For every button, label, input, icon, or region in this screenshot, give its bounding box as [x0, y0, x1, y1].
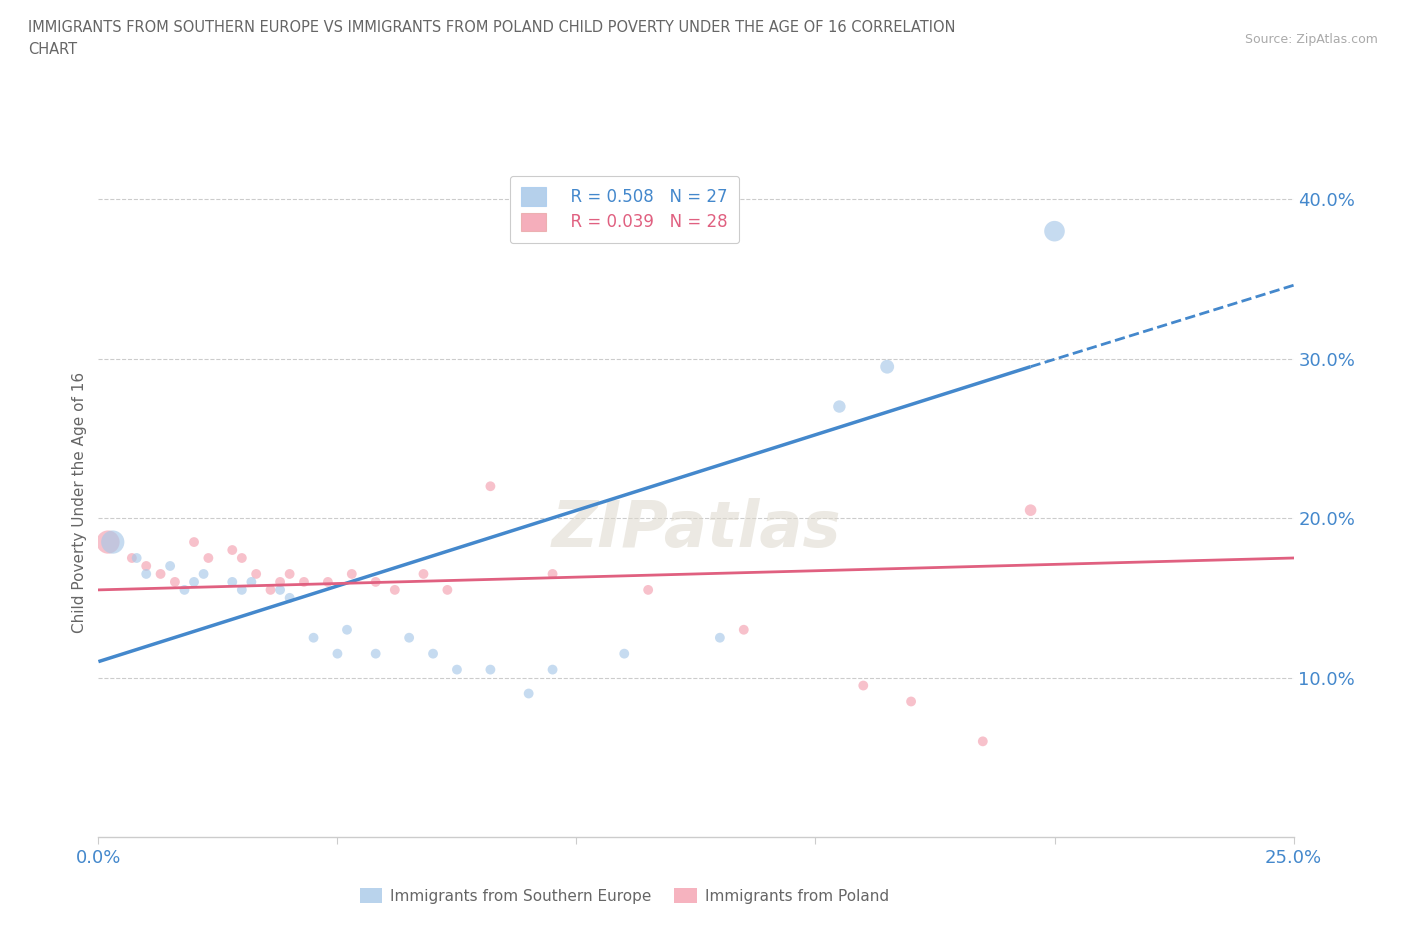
Point — [340, 566, 363, 581]
Point — [972, 734, 994, 749]
Point — [852, 678, 875, 693]
Point — [240, 575, 263, 590]
Point — [97, 535, 120, 550]
Point — [101, 535, 124, 550]
Point — [173, 582, 195, 597]
Point — [479, 479, 502, 494]
Point — [302, 631, 325, 645]
Point — [269, 575, 291, 590]
Point — [149, 566, 172, 581]
Point — [135, 559, 157, 574]
Point — [278, 591, 301, 605]
Point — [221, 542, 243, 557]
Point — [364, 575, 387, 590]
Point — [121, 551, 143, 565]
Point — [541, 662, 564, 677]
Legend: Immigrants from Southern Europe, Immigrants from Poland: Immigrants from Southern Europe, Immigra… — [353, 882, 896, 910]
Text: CHART: CHART — [28, 42, 77, 57]
Point — [259, 582, 281, 597]
Point — [412, 566, 434, 581]
Point — [876, 359, 898, 374]
Point — [183, 535, 205, 550]
Point — [436, 582, 458, 597]
Point — [479, 662, 502, 677]
Point — [278, 566, 301, 581]
Point — [613, 646, 636, 661]
Point — [1019, 503, 1042, 518]
Point — [231, 582, 253, 597]
Text: IMMIGRANTS FROM SOUTHERN EUROPE VS IMMIGRANTS FROM POLAND CHILD POVERTY UNDER TH: IMMIGRANTS FROM SOUTHERN EUROPE VS IMMIG… — [28, 20, 956, 35]
Point — [193, 566, 215, 581]
Point — [183, 575, 205, 590]
Point — [828, 399, 851, 414]
Point — [163, 575, 186, 590]
Point — [135, 566, 157, 581]
Point — [326, 646, 349, 661]
Point — [398, 631, 420, 645]
Point — [292, 575, 315, 590]
Point — [1043, 224, 1066, 239]
Point — [541, 566, 564, 581]
Point — [125, 551, 148, 565]
Y-axis label: Child Poverty Under the Age of 16: Child Poverty Under the Age of 16 — [72, 372, 87, 632]
Point — [159, 559, 181, 574]
Point — [446, 662, 468, 677]
Point — [269, 582, 291, 597]
Point — [316, 575, 339, 590]
Point — [336, 622, 359, 637]
Point — [231, 551, 253, 565]
Point — [733, 622, 755, 637]
Point — [364, 646, 387, 661]
Text: ZIPatlas: ZIPatlas — [551, 498, 841, 560]
Point — [517, 686, 540, 701]
Point — [709, 631, 731, 645]
Text: Source: ZipAtlas.com: Source: ZipAtlas.com — [1244, 33, 1378, 46]
Point — [637, 582, 659, 597]
Point — [197, 551, 219, 565]
Point — [384, 582, 406, 597]
Point — [245, 566, 267, 581]
Point — [422, 646, 444, 661]
Point — [900, 694, 922, 709]
Point — [221, 575, 243, 590]
